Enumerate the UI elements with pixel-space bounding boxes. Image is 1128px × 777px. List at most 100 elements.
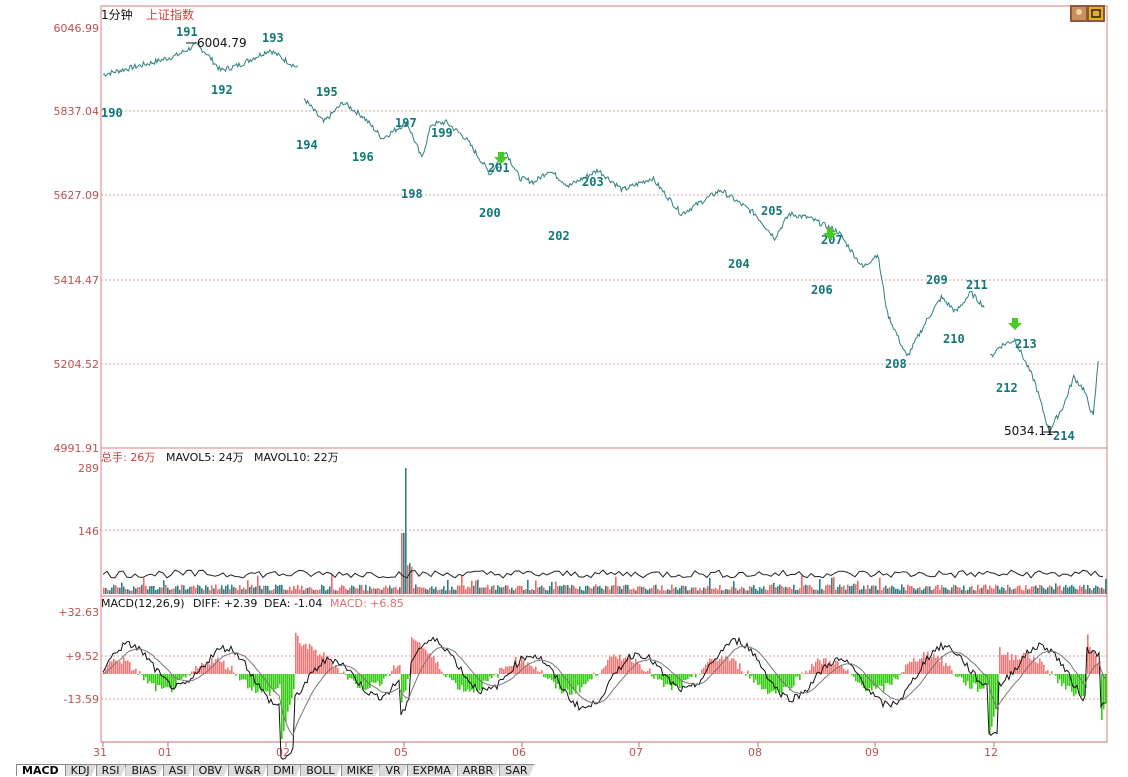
macd-histogram-bar <box>531 666 533 674</box>
tab-bias[interactable]: BIAS <box>125 764 163 776</box>
volume-bar <box>721 590 723 594</box>
macd-histogram-bar <box>775 674 777 694</box>
macd-histogram-bar <box>547 674 549 679</box>
tab-rsi[interactable]: RSI <box>96 764 127 776</box>
volume-bar <box>379 589 381 594</box>
macd-histogram-bar <box>155 674 157 691</box>
macd-histogram-bar <box>937 656 939 674</box>
volume-bar <box>443 586 445 594</box>
volume-bar <box>729 590 731 594</box>
volume-bar <box>827 585 829 594</box>
macd-histogram-bar <box>633 663 635 674</box>
tab-asi[interactable]: ASI <box>163 764 194 776</box>
volume-bar <box>623 585 625 594</box>
x-tick-label: 08 <box>748 746 762 759</box>
tab-kdj[interactable]: KDJ <box>65 764 97 776</box>
tab-dmi[interactable]: DMI <box>267 764 301 776</box>
volume-bar <box>423 587 425 594</box>
macd-histogram-bar <box>787 674 789 686</box>
macd-histogram-bar <box>307 649 309 674</box>
wave-label: 198 <box>401 187 423 201</box>
volume-bar <box>855 584 857 594</box>
volume-bar <box>751 587 753 594</box>
tab-vr[interactable]: VR <box>379 764 407 776</box>
volume-bar <box>893 587 895 594</box>
macd-histogram-bar <box>495 673 497 674</box>
macd-histogram-bar <box>605 666 607 674</box>
volume-bar <box>1001 587 1003 594</box>
volume-bar <box>987 590 989 594</box>
macd-histogram-bar <box>365 674 367 690</box>
macd-histogram-bar <box>457 674 459 690</box>
macd-histogram-bar <box>1047 670 1049 674</box>
macd-tick-label: +32.63 <box>58 606 99 619</box>
volume-bar <box>1041 586 1043 594</box>
macd-histogram-bar <box>309 644 311 674</box>
macd-histogram-bar <box>435 663 437 674</box>
volume-bar <box>977 585 979 594</box>
volume-bar <box>727 590 729 594</box>
macd-histogram-bar <box>965 674 967 686</box>
macd-histogram-bar <box>729 661 731 674</box>
tab-boll[interactable]: BOLL <box>300 764 341 776</box>
tab-wr[interactable]: W&R <box>228 764 268 776</box>
macd-histogram-bar <box>125 661 127 674</box>
macd-histogram-bar <box>461 674 463 685</box>
volume-bar <box>339 587 341 594</box>
wave-label: 212 <box>996 381 1018 395</box>
volume-bar <box>571 585 573 594</box>
macd-histogram-bar <box>275 674 277 689</box>
macd-histogram-bar <box>951 670 953 674</box>
volume-bar <box>307 588 309 594</box>
macd-histogram-bar <box>1027 652 1029 674</box>
volume-bar <box>633 589 635 594</box>
volume-bar <box>681 586 683 594</box>
volume-bar <box>1017 586 1019 594</box>
macd-histogram-bar <box>687 674 689 679</box>
macd-histogram-bar <box>891 674 893 685</box>
volume-bar <box>1089 588 1091 594</box>
wave-label: 201 <box>488 161 510 175</box>
volume-bar <box>1099 588 1101 594</box>
macd-histogram-bar <box>357 674 359 688</box>
macd-histogram-bar <box>699 674 701 675</box>
macd-histogram-bar <box>949 665 951 674</box>
tab-expma[interactable]: EXPMA <box>407 764 458 776</box>
macd-histogram-bar <box>1003 654 1005 674</box>
tab-obv[interactable]: OBV <box>193 764 229 776</box>
volume-bar <box>753 585 755 594</box>
macd-histogram-bar <box>905 665 907 674</box>
volume-bar <box>925 586 927 594</box>
macd-histogram-bar <box>945 663 947 674</box>
macd-histogram-bar <box>141 674 143 675</box>
volume-bar <box>697 590 699 594</box>
macd-histogram-bar <box>543 674 545 677</box>
macd-histogram-bar <box>1063 674 1065 683</box>
macd-histogram-bar <box>969 674 971 689</box>
macd-histogram-bar <box>1029 658 1031 674</box>
volume-bar <box>235 588 237 594</box>
volume-bar <box>497 585 499 594</box>
wave-label: 210 <box>943 332 965 346</box>
macd-histogram-bar <box>939 662 941 674</box>
volume-bar <box>955 585 957 594</box>
window-control-icon[interactable] <box>1070 5 1105 22</box>
volume-bar <box>905 590 907 594</box>
volume-bar <box>965 590 967 594</box>
macd-histogram-bar <box>521 657 523 674</box>
tab-macd[interactable]: MACD <box>16 764 66 776</box>
tab-mike[interactable]: MIKE <box>341 764 381 776</box>
tab-sar[interactable]: SAR <box>499 764 534 776</box>
macd-histogram-bar <box>135 669 137 674</box>
macd-histogram-bar <box>113 659 115 674</box>
tab-arbr[interactable]: ARBR <box>457 764 500 776</box>
volume-bar <box>311 588 313 594</box>
macd-histogram-bar <box>647 671 649 674</box>
volume-bar <box>397 590 399 594</box>
macd-histogram-bar <box>437 662 439 674</box>
macd-histogram-bar <box>799 674 801 680</box>
macd-histogram-bar <box>185 674 187 678</box>
volume-bar <box>473 586 475 594</box>
volume-bar <box>139 587 141 594</box>
price-tick-label: 5627.09 <box>54 189 100 202</box>
